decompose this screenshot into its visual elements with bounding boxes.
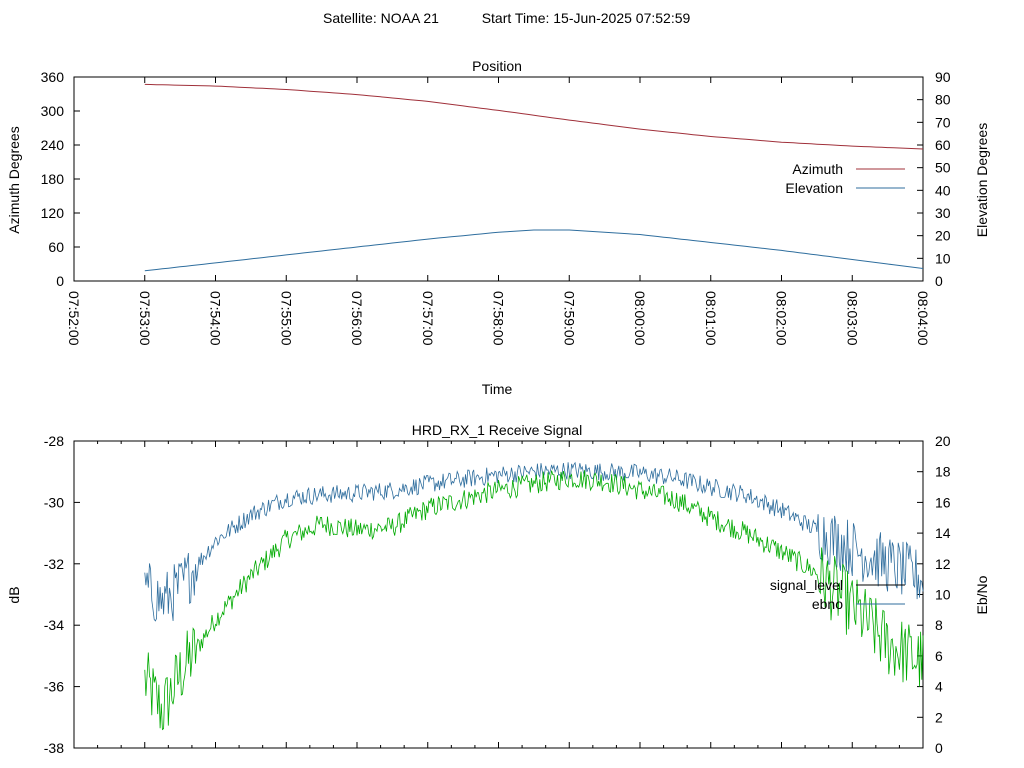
y2-tick-label: 60	[935, 137, 951, 153]
y2-tick-label: 8	[935, 617, 943, 633]
position-chart-title: Position	[472, 58, 522, 74]
time-axis-label: Time	[482, 381, 513, 397]
y2-tick-label: 0	[935, 273, 943, 289]
y-tick-label: -36	[44, 679, 64, 695]
ebno-series-line	[144, 461, 924, 622]
y2-tick-label: 4	[935, 679, 943, 695]
y2-tick-label: 90	[935, 69, 951, 85]
x-tick-label: 08:03:00	[844, 291, 860, 346]
x-tick-label: 08:02:00	[774, 291, 790, 346]
ebno-axis-label: Eb/No	[974, 575, 990, 614]
y-tick-label: -30	[44, 494, 64, 510]
x-tick-label: 07:57:00	[420, 291, 436, 346]
y2-tick-label: 20	[935, 228, 951, 244]
signal-level-series-line	[144, 470, 924, 731]
x-tick-label: 08:00:00	[632, 291, 648, 346]
y-tick-label: 360	[41, 69, 65, 85]
position-elevation-axis: 0 10 20 30 40 50 60 70 80 90	[917, 69, 951, 289]
receive-legend: signal_level ebno	[770, 577, 905, 612]
y-tick-label: -32	[44, 556, 64, 572]
legend-azimuth-label: Azimuth	[792, 161, 843, 177]
azimuth-series-line	[144, 83, 924, 150]
azimuth-axis-label: Azimuth Degrees	[6, 126, 22, 233]
legend-signal-level-label: signal_level	[770, 577, 843, 593]
y-tick-label: 0	[56, 273, 64, 289]
position-chart: Position 0 60 120 180 240 300 360 0 10 20 30 40 50 6…	[6, 58, 990, 397]
y2-tick-label: 70	[935, 114, 951, 130]
x-tick-label: 07:53:00	[137, 291, 153, 346]
position-azimuth-axis: 0 60 120 180 240 300 360	[41, 69, 80, 289]
y2-tick-label: 12	[935, 556, 951, 572]
receive-time-axis	[73, 441, 924, 748]
position-plot-frame	[73, 76, 924, 282]
y2-tick-label: 6	[935, 648, 943, 664]
db-axis-label: dB	[6, 586, 22, 603]
y-tick-label: 300	[41, 103, 65, 119]
x-tick-label: 07:55:00	[278, 291, 294, 346]
y2-tick-label: 40	[935, 182, 951, 198]
legend-ebno-label: ebno	[812, 596, 843, 612]
position-legend: Azimuth Elevation	[785, 161, 905, 196]
legend-elevation-label: Elevation	[785, 180, 843, 196]
x-tick-label: 07:58:00	[491, 291, 507, 346]
y-tick-label: 60	[48, 239, 64, 255]
y-tick-label: 120	[41, 205, 65, 221]
elevation-series-line	[144, 229, 924, 272]
y2-tick-label: 80	[935, 92, 951, 108]
y2-tick-label: 30	[935, 205, 951, 221]
y2-tick-label: 16	[935, 494, 951, 510]
y-tick-label: -38	[44, 740, 64, 756]
x-tick-label: 07:52:00	[66, 291, 82, 346]
y2-tick-label: 0	[935, 740, 943, 756]
y2-tick-label: 14	[935, 525, 951, 541]
x-tick-label: 08:01:00	[703, 291, 719, 346]
y2-tick-label: 20	[935, 433, 951, 449]
y2-tick-label: 18	[935, 464, 951, 480]
y-tick-label: -28	[44, 433, 64, 449]
x-tick-label: 07:59:00	[561, 291, 577, 346]
y-tick-label: 180	[41, 171, 65, 187]
x-tick-label: 08:04:00	[915, 291, 931, 346]
x-tick-label: 07:54:00	[208, 291, 224, 346]
receive-signal-chart: HRD_RX_1 Receive Signal -38-36-34-32-30-…	[6, 422, 990, 756]
receive-db-axis: -38 -36 -34 -32 -30 -28	[44, 433, 80, 756]
x-tick-label: 07:56:00	[349, 291, 365, 346]
satellite-label: Satellite: NOAA 21	[323, 10, 439, 26]
y-tick-label: -34	[44, 617, 64, 633]
elevation-axis-label: Elevation Degrees	[974, 123, 990, 237]
y2-tick-label: 10	[935, 250, 951, 266]
start-time-label: Start Time: 15-Jun-2025 07:52:59	[482, 10, 691, 26]
y2-tick-label: 2	[935, 709, 943, 725]
receive-ebno-axis: 0 2 4 6 8 10 12 14 16 18 20	[917, 433, 951, 756]
receive-signal-chart-title: HRD_RX_1 Receive Signal	[412, 422, 582, 438]
y-tick-label: 240	[41, 137, 65, 153]
y2-tick-label: 50	[935, 160, 951, 176]
position-time-axis: 07:52:00 07:53:00 07:54:00 07:55:00 07:56:00…	[66, 77, 931, 346]
y2-tick-label: 10	[935, 587, 951, 603]
receive-plot-frame	[73, 440, 924, 749]
